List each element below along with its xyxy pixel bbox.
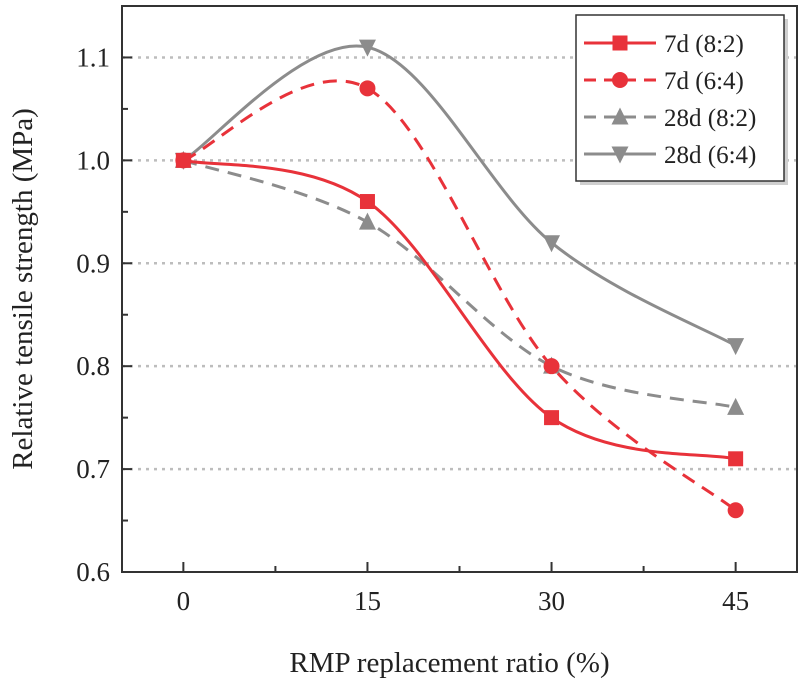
series-line <box>182 44 737 347</box>
data-point <box>727 502 744 519</box>
x-tick-label: 30 <box>538 586 565 616</box>
legend-entry: 7d (6:4) <box>584 68 744 95</box>
data-point <box>358 212 376 230</box>
legend-marker <box>611 146 629 164</box>
x-axis-title: RMP replacement ratio (%) <box>289 647 609 679</box>
legend-marker <box>611 107 629 125</box>
series-2 <box>174 150 745 415</box>
legend-entry: 7d (8:2) <box>584 31 744 58</box>
y-tick-label: 0.6 <box>76 557 110 587</box>
legend: 7d (8:2) 7d (6:4) 28d (8:2) 28d (6:4) <box>575 14 788 185</box>
legend-marker <box>612 72 628 88</box>
data-point <box>543 235 561 253</box>
y-tick-label: 1.1 <box>76 42 110 72</box>
x-tick-label: 0 <box>177 586 191 616</box>
data-point <box>728 451 744 467</box>
y-tick-label: 0.9 <box>76 248 110 278</box>
data-point <box>175 152 191 168</box>
series-line <box>182 158 736 409</box>
legend-entry: 28d (6:4) <box>584 142 756 169</box>
series-layer <box>174 39 745 519</box>
y-axis-title: Relative tensile strength (MPa) <box>7 108 39 470</box>
series-0 <box>175 152 744 467</box>
x-tick-label: 15 <box>354 586 381 616</box>
legend-label: 7d (8:2) <box>664 31 744 58</box>
y-tick-label: 0.8 <box>76 351 110 381</box>
y-tick-label: 0.7 <box>76 454 110 484</box>
data-point <box>359 194 375 210</box>
data-point <box>727 397 745 415</box>
data-point <box>543 358 560 375</box>
series-line <box>183 158 736 461</box>
axis-ticks: 0.6 0.7 0.8 0.9 1.0 1.1 0 15 30 45 <box>76 42 749 616</box>
legend-entry: 28d (8:2) <box>584 105 756 132</box>
legend-label: 28d (6:4) <box>664 142 756 169</box>
y-tick-label: 1.0 <box>76 145 110 175</box>
legend-label: 28d (8:2) <box>664 105 756 132</box>
x-tick-label: 45 <box>722 586 749 616</box>
legend-label: 7d (6:4) <box>664 68 744 95</box>
legend-marker <box>612 35 628 51</box>
data-point <box>359 80 376 97</box>
data-point <box>544 410 560 426</box>
data-point <box>727 338 745 356</box>
data-point <box>358 39 376 57</box>
